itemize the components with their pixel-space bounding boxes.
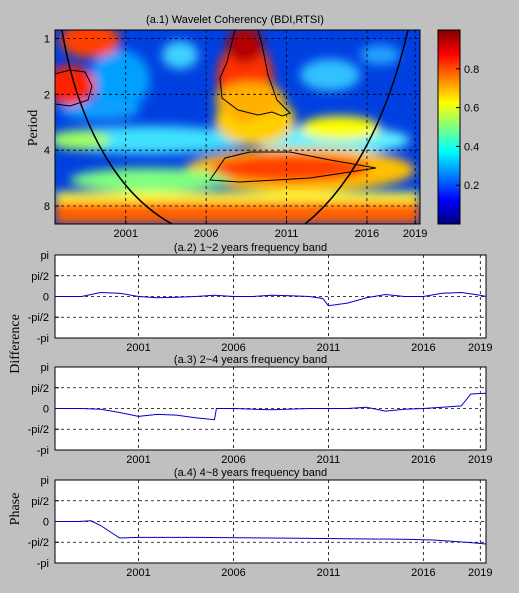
- xtick-label-2019: 2019: [468, 342, 492, 354]
- ytick-label-pi: pi: [40, 475, 49, 487]
- ytick-label-zero: 0: [43, 292, 49, 304]
- coherency-heatmap-panel: (a.1) Wavelet Coherency (BDI,RTSI) Perio…: [26, 14, 427, 240]
- xtick-label-2019: 2019: [468, 567, 492, 579]
- heatmap-xtick-label: 2011: [275, 228, 299, 240]
- significance-contour-top: [219, 30, 291, 117]
- heatmap-xtick-label: 2001: [114, 228, 138, 240]
- phase-difference-line: [55, 291, 487, 307]
- ytick-label-minus-pi-half: -pi/2: [28, 312, 49, 324]
- colorbar-tick-label: 0.8: [464, 64, 479, 76]
- ytick-label-minus-pi: -pi: [37, 445, 49, 457]
- xtick-label-2001: 2001: [126, 454, 150, 466]
- phase-panel-title: (a.4) 4~8 years frequency band: [174, 467, 327, 479]
- heatmap-ytick-label: 1: [44, 33, 50, 45]
- heatmap-title: (a.1) Wavelet Coherency (BDI,RTSI): [146, 14, 324, 26]
- ytick-label-pi-half: pi/2: [31, 496, 49, 508]
- ytick-label-zero: 0: [43, 404, 49, 416]
- phase-panel-4: (a.4) 4~8 years frequency band pi pi/2 0 -pi…: [28, 467, 493, 579]
- phase-difference-line: [55, 392, 487, 421]
- heatmap-field: [55, 30, 420, 224]
- period-axis-label: Period: [26, 110, 41, 147]
- colorbar-tick-label: 0.6: [464, 103, 479, 115]
- phase-panel-2: (a.2) 1~2 years frequency band pi pi/2 0 -pi…: [28, 242, 493, 354]
- heatmap-axes: 2001 2006 2011 2016 2019 1 2 4 8: [44, 33, 428, 240]
- colorbar-tick-label: 0.2: [464, 180, 479, 192]
- colorbar: 0.2 0.4 0.6 0.8: [437, 29, 479, 225]
- heatmap-ytick-label: 2: [44, 89, 50, 101]
- colorbar-ticks: 0.2 0.4 0.6 0.8: [456, 64, 479, 192]
- xtick-label-2016: 2016: [411, 454, 435, 466]
- significance-contour-mid: [209, 151, 377, 183]
- xtick-label-2011: 2011: [317, 454, 341, 466]
- xtick-label-2016: 2016: [411, 567, 435, 579]
- ytick-label-pi-half: pi/2: [31, 383, 49, 395]
- ytick-label-pi: pi: [40, 362, 49, 374]
- xtick-label-2011: 2011: [317, 342, 341, 354]
- xtick-label-2001: 2001: [126, 342, 150, 354]
- phase-panel-title: (a.3) 2~4 years frequency band: [174, 354, 327, 366]
- xtick-label-2006: 2006: [221, 342, 245, 354]
- phase-difference-line: [55, 520, 487, 545]
- xtick-label-2001: 2001: [126, 567, 150, 579]
- phase-plot-area: [54, 479, 487, 564]
- xtick-label-2011: 2011: [317, 567, 341, 579]
- ytick-label-zero: 0: [43, 517, 49, 529]
- ytick-label-pi-half: pi/2: [31, 271, 49, 283]
- xtick-label-2006: 2006: [221, 567, 245, 579]
- colorbar-tick-label: 0.4: [464, 141, 479, 153]
- colorbar-gradient: [437, 29, 461, 225]
- ytick-label-minus-pi: -pi: [37, 333, 49, 345]
- phase-panel-title: (a.2) 1~2 years frequency band: [174, 242, 327, 254]
- difference-axis-label: Difference: [8, 314, 23, 374]
- phase-axis-label: Phase: [8, 493, 23, 526]
- xtick-label-2006: 2006: [221, 454, 245, 466]
- heatmap-grid: [55, 30, 420, 224]
- heatmap-ytick-label: 8: [44, 201, 50, 213]
- ytick-label-pi: pi: [40, 250, 49, 262]
- xtick-label-2019: 2019: [468, 454, 492, 466]
- heatmap-xtick-label: 2006: [194, 228, 218, 240]
- xtick-label-2016: 2016: [411, 342, 435, 354]
- heatmap-xtick-label: 2016: [355, 228, 379, 240]
- cone-of-influence: [61, 30, 409, 224]
- ytick-label-minus-pi: -pi: [37, 558, 49, 570]
- heatmap-ytick-label: 4: [44, 145, 50, 157]
- ytick-label-minus-pi-half: -pi/2: [28, 537, 49, 549]
- phase-difference-panels: (a.2) 1~2 years frequency band pi pi/2 0 -pi…: [28, 242, 493, 579]
- phase-panel-3: (a.3) 2~4 years frequency band pi pi/2 0 -pi…: [28, 354, 493, 466]
- heatmap-xtick-label: 2019: [403, 228, 427, 240]
- ytick-label-minus-pi-half: -pi/2: [28, 424, 49, 436]
